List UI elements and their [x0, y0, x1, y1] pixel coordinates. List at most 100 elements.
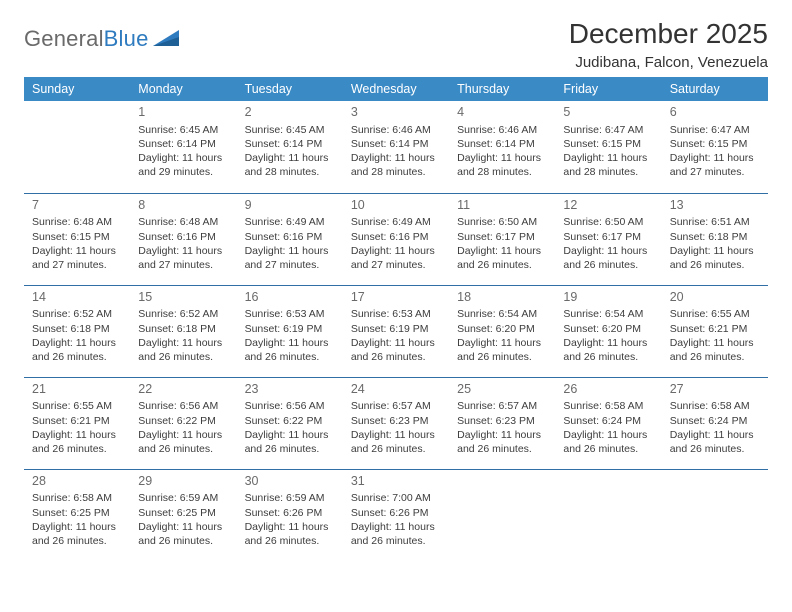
- daylight-line: Daylight: 11 hours: [245, 244, 337, 258]
- day-header: Saturday: [662, 77, 768, 101]
- daylight-line: and 26 minutes.: [670, 442, 762, 456]
- sunset-line: Sunset: 6:20 PM: [457, 322, 549, 336]
- day-header: Tuesday: [237, 77, 343, 101]
- sunrise-line: Sunrise: 6:49 AM: [245, 215, 337, 229]
- daylight-line: and 26 minutes.: [245, 534, 337, 548]
- daylight-line: Daylight: 11 hours: [138, 151, 230, 165]
- day-number: 12: [563, 194, 655, 216]
- daylight-line: Daylight: 11 hours: [351, 428, 443, 442]
- sunset-line: Sunset: 6:15 PM: [32, 230, 124, 244]
- daylight-line: Daylight: 11 hours: [563, 336, 655, 350]
- daylight-line: and 26 minutes.: [457, 258, 549, 272]
- sunrise-line: Sunrise: 6:55 AM: [670, 307, 762, 321]
- header: GeneralBlue December 2025 Judibana, Falc…: [24, 18, 768, 71]
- sunrise-line: Sunrise: 6:53 AM: [351, 307, 443, 321]
- daylight-line: and 26 minutes.: [138, 442, 230, 456]
- sunrise-line: Sunrise: 6:50 AM: [457, 215, 549, 229]
- sunrise-line: Sunrise: 6:47 AM: [563, 123, 655, 137]
- day-number: 22: [138, 378, 230, 400]
- daylight-line: Daylight: 11 hours: [245, 336, 337, 350]
- calendar-cell: 5Sunrise: 6:47 AMSunset: 6:15 PMDaylight…: [555, 101, 661, 193]
- day-number: 28: [32, 470, 124, 492]
- daylight-line: and 26 minutes.: [351, 350, 443, 364]
- calendar-cell: 2Sunrise: 6:45 AMSunset: 6:14 PMDaylight…: [237, 101, 343, 193]
- calendar-cell: [449, 469, 555, 561]
- sunrise-line: Sunrise: 6:53 AM: [245, 307, 337, 321]
- calendar-week-row: 1Sunrise: 6:45 AMSunset: 6:14 PMDaylight…: [24, 101, 768, 193]
- daylight-line: Daylight: 11 hours: [245, 151, 337, 165]
- calendar-cell: 24Sunrise: 6:57 AMSunset: 6:23 PMDayligh…: [343, 377, 449, 469]
- sunset-line: Sunset: 6:21 PM: [670, 322, 762, 336]
- sunrise-line: Sunrise: 6:50 AM: [563, 215, 655, 229]
- daylight-line: and 26 minutes.: [351, 534, 443, 548]
- daylight-line: Daylight: 11 hours: [351, 151, 443, 165]
- daylight-line: Daylight: 11 hours: [351, 244, 443, 258]
- daylight-line: Daylight: 11 hours: [563, 244, 655, 258]
- calendar-cell: 13Sunrise: 6:51 AMSunset: 6:18 PMDayligh…: [662, 193, 768, 285]
- calendar-cell: 4Sunrise: 6:46 AMSunset: 6:14 PMDaylight…: [449, 101, 555, 193]
- sunset-line: Sunset: 6:17 PM: [457, 230, 549, 244]
- sunrise-line: Sunrise: 6:56 AM: [245, 399, 337, 413]
- sunrise-line: Sunrise: 6:46 AM: [457, 123, 549, 137]
- sunset-line: Sunset: 6:15 PM: [563, 137, 655, 151]
- day-number: 10: [351, 194, 443, 216]
- calendar-cell: 23Sunrise: 6:56 AMSunset: 6:22 PMDayligh…: [237, 377, 343, 469]
- sunrise-line: Sunrise: 6:59 AM: [245, 491, 337, 505]
- sunset-line: Sunset: 6:16 PM: [138, 230, 230, 244]
- day-number: 4: [457, 101, 549, 123]
- logo: GeneralBlue: [24, 18, 179, 52]
- logo-part2: Blue: [104, 26, 149, 51]
- sunrise-line: Sunrise: 7:00 AM: [351, 491, 443, 505]
- calendar-cell: 10Sunrise: 6:49 AMSunset: 6:16 PMDayligh…: [343, 193, 449, 285]
- daylight-line: Daylight: 11 hours: [670, 151, 762, 165]
- daylight-line: Daylight: 11 hours: [32, 336, 124, 350]
- sunset-line: Sunset: 6:25 PM: [138, 506, 230, 520]
- day-number: 13: [670, 194, 762, 216]
- day-number: 17: [351, 286, 443, 308]
- daylight-line: Daylight: 11 hours: [138, 336, 230, 350]
- daylight-line: and 26 minutes.: [563, 258, 655, 272]
- daylight-line: and 26 minutes.: [563, 442, 655, 456]
- daylight-line: and 26 minutes.: [351, 442, 443, 456]
- daylight-line: Daylight: 11 hours: [138, 244, 230, 258]
- calendar-body: 1Sunrise: 6:45 AMSunset: 6:14 PMDaylight…: [24, 101, 768, 561]
- sunrise-line: Sunrise: 6:47 AM: [670, 123, 762, 137]
- calendar-week-row: 14Sunrise: 6:52 AMSunset: 6:18 PMDayligh…: [24, 285, 768, 377]
- day-header: Monday: [130, 77, 236, 101]
- daylight-line: and 27 minutes.: [138, 258, 230, 272]
- calendar-week-row: 7Sunrise: 6:48 AMSunset: 6:15 PMDaylight…: [24, 193, 768, 285]
- calendar-cell: 11Sunrise: 6:50 AMSunset: 6:17 PMDayligh…: [449, 193, 555, 285]
- sunset-line: Sunset: 6:19 PM: [351, 322, 443, 336]
- calendar-cell: 30Sunrise: 6:59 AMSunset: 6:26 PMDayligh…: [237, 469, 343, 561]
- day-header: Sunday: [24, 77, 130, 101]
- daylight-line: and 26 minutes.: [32, 442, 124, 456]
- sunrise-line: Sunrise: 6:48 AM: [138, 215, 230, 229]
- day-number: 15: [138, 286, 230, 308]
- daylight-line: Daylight: 11 hours: [351, 336, 443, 350]
- sunrise-line: Sunrise: 6:48 AM: [32, 215, 124, 229]
- sunset-line: Sunset: 6:14 PM: [138, 137, 230, 151]
- daylight-line: and 26 minutes.: [32, 350, 124, 364]
- daylight-line: Daylight: 11 hours: [32, 244, 124, 258]
- sunrise-line: Sunrise: 6:54 AM: [457, 307, 549, 321]
- sunrise-line: Sunrise: 6:45 AM: [245, 123, 337, 137]
- daylight-line: Daylight: 11 hours: [670, 244, 762, 258]
- page-title: December 2025: [569, 18, 768, 50]
- calendar-cell: 18Sunrise: 6:54 AMSunset: 6:20 PMDayligh…: [449, 285, 555, 377]
- day-number: 25: [457, 378, 549, 400]
- daylight-line: and 27 minutes.: [670, 165, 762, 179]
- sunset-line: Sunset: 6:14 PM: [457, 137, 549, 151]
- daylight-line: Daylight: 11 hours: [138, 520, 230, 534]
- sunset-line: Sunset: 6:14 PM: [351, 137, 443, 151]
- calendar-week-row: 21Sunrise: 6:55 AMSunset: 6:21 PMDayligh…: [24, 377, 768, 469]
- day-number: 27: [670, 378, 762, 400]
- daylight-line: Daylight: 11 hours: [457, 151, 549, 165]
- calendar-cell: 31Sunrise: 7:00 AMSunset: 6:26 PMDayligh…: [343, 469, 449, 561]
- sunrise-line: Sunrise: 6:49 AM: [351, 215, 443, 229]
- day-number: 19: [563, 286, 655, 308]
- day-header: Wednesday: [343, 77, 449, 101]
- sunrise-line: Sunrise: 6:56 AM: [138, 399, 230, 413]
- sunset-line: Sunset: 6:17 PM: [563, 230, 655, 244]
- sunrise-line: Sunrise: 6:58 AM: [563, 399, 655, 413]
- calendar-cell: 22Sunrise: 6:56 AMSunset: 6:22 PMDayligh…: [130, 377, 236, 469]
